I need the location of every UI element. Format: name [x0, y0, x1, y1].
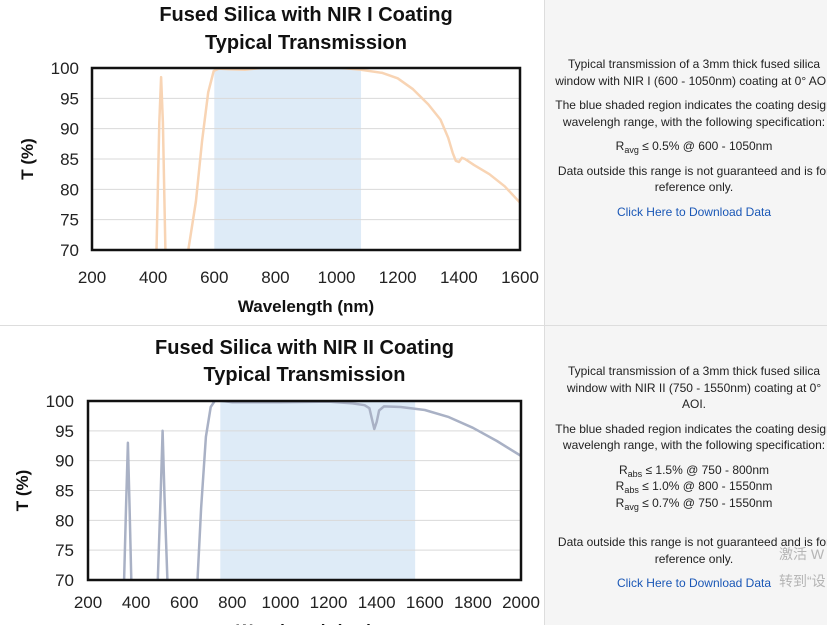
y-tick-label: 75	[55, 541, 74, 560]
x-tick-label: 400	[122, 593, 150, 612]
description-text-nir-i: Typical transmission of a 3mm thick fuse…	[555, 56, 827, 228]
x-tick-label: 2000	[502, 593, 540, 612]
y-tick-label: 90	[55, 452, 74, 471]
y-axis-label: T (%)	[13, 470, 32, 512]
transmission-line	[156, 429, 169, 580]
x-tick-label: 1600	[501, 268, 539, 287]
description-region: The blue shaded region indicates the coa…	[555, 421, 827, 453]
x-tick-label: 1000	[318, 268, 356, 287]
transmission-line	[196, 401, 521, 580]
x-tick-label: 1400	[440, 268, 478, 287]
y-tick-label: 70	[55, 571, 74, 590]
x-tick-label: 200	[74, 593, 102, 612]
chart-row-nir-i: 70 75 80 85 90 95 100 200 400 600 800 1000 1200 1400 1…	[0, 0, 827, 326]
spec-list: Ravg ≤ 0.5% @ 600 - 1050nm	[555, 138, 827, 155]
watermark-line-1: 激活 W	[779, 546, 825, 562]
plot-frame	[90, 66, 522, 252]
spec-subscript: abs	[627, 468, 643, 479]
chart-panel-nir-i: 70 75 80 85 90 95 100 200 400 600 800 1000 1200 1400 1…	[0, 0, 545, 325]
x-axis-label: Wavelength (nm)	[238, 297, 374, 316]
y-axis-label: T (%)	[18, 138, 37, 180]
y-tick-label: 80	[60, 180, 79, 199]
description-panel-nir-ii: Typical transmission of a 3mm thick fuse…	[545, 326, 827, 625]
spec-symbol: R	[618, 462, 628, 477]
y-tick-label: 95	[55, 422, 74, 441]
spec-value: ≤ 0.7% @ 750 - 1550nm	[638, 495, 773, 510]
y-tick-label: 85	[60, 150, 79, 169]
spec-line: Ravg ≤ 0.7% @ 750 - 1550nm	[555, 495, 827, 512]
description-panel-nir-i: Typical transmission of a 3mm thick fuse…	[545, 0, 827, 325]
watermark-line-2: 转到“设	[779, 573, 826, 589]
plot-frame	[86, 399, 523, 582]
download-data-link[interactable]: Click Here to Download Data	[616, 576, 772, 590]
x-tick-label: 1600	[406, 593, 444, 612]
description-text-nir-ii: Typical transmission of a 3mm thick fuse…	[555, 363, 827, 600]
x-tick-label: 200	[78, 268, 106, 287]
spec-value: ≤ 1.5% @ 750 - 800nm	[642, 462, 770, 477]
spec-subscript: avg	[624, 501, 639, 512]
chart-subtitle: Typical Transmission	[205, 32, 407, 54]
description-intro: Typical transmission of a 3mm thick fuse…	[555, 57, 827, 88]
spec-line: Rabs ≤ 1.5% @ 750 - 800nm	[555, 462, 827, 479]
transmission-chart-nir-i: 70 75 80 85 90 95 100 200 400 600 800 1000 1200 1400 1…	[18, 4, 539, 316]
spec-value: ≤ 1.0% @ 800 - 1550nm	[638, 479, 773, 493]
x-tick-label: 1000	[262, 593, 300, 612]
y-tick-label: 95	[60, 89, 79, 108]
y-tick-label: 85	[55, 482, 74, 501]
x-tick-label: 1400	[358, 593, 396, 612]
series-group	[122, 401, 521, 580]
spec-symbol: R	[615, 139, 625, 153]
y-tick-label: 75	[60, 211, 79, 230]
x-axis-label: Wavelength (nm)	[236, 621, 372, 625]
chart-subtitle: Typical Transmission	[204, 364, 406, 386]
spec-symbol: R	[615, 495, 625, 510]
description-intro: Typical transmission of a 3mm thick fuse…	[566, 364, 822, 411]
description-note: Data outside this range is not guarantee…	[557, 535, 827, 566]
spec-line: Rabs ≤ 1.0% @ 800 - 1550nm	[555, 478, 827, 495]
x-tick-label: 400	[139, 268, 167, 287]
chart-title: Fused Silica with NIR II Coating	[155, 337, 454, 359]
x-tick-label: 1200	[310, 593, 348, 612]
download-data-link[interactable]: Click Here to Download Data	[616, 204, 772, 219]
y-tick-label: 100	[46, 392, 74, 411]
series-group	[155, 68, 520, 250]
x-tick-label: 800	[218, 593, 246, 612]
transmission-line	[187, 68, 520, 250]
spec-line: Ravg ≤ 0.5% @ 600 - 1050nm	[555, 138, 827, 155]
y-tick-label: 90	[60, 120, 79, 139]
x-tick-label: 1800	[454, 593, 492, 612]
y-tick-label: 100	[51, 59, 79, 78]
transmission-chart-nir-ii: 70 75 80 85 90 95 100 200 400 600 800 1000 1200 1400 1…	[13, 337, 540, 630]
spec-subscript: avg	[624, 145, 639, 155]
description-region: The blue shaded region indicates the coa…	[555, 98, 827, 129]
spec-symbol: R	[615, 479, 625, 493]
x-tick-label: 600	[200, 268, 228, 287]
spec-list: Rabs ≤ 1.5% @ 750 - 800nm Rabs ≤ 1.0% @ 8…	[555, 462, 827, 512]
y-tick-label: 80	[55, 511, 74, 530]
spec-value: ≤ 0.5% @ 600 - 1050nm	[638, 139, 773, 153]
transmission-line	[155, 75, 167, 250]
x-tick-label: 600	[170, 593, 198, 612]
chart-title: Fused Silica with NIR I Coating	[159, 4, 452, 26]
chart-row-nir-ii: 70 75 80 85 90 95 100 200 400 600 800 1000 1200 1400 1…	[0, 326, 827, 630]
x-tick-label: 800	[261, 268, 289, 287]
y-tick-label: 70	[60, 241, 79, 260]
x-tick-label: 1200	[379, 268, 417, 287]
chart-panel-nir-ii: 70 75 80 85 90 95 100 200 400 600 800 1000 1200 1400 1…	[0, 326, 545, 630]
transmission-line	[122, 441, 133, 580]
description-note: Data outside this range is not guarantee…	[557, 163, 827, 195]
spec-subscript: abs	[624, 485, 639, 495]
